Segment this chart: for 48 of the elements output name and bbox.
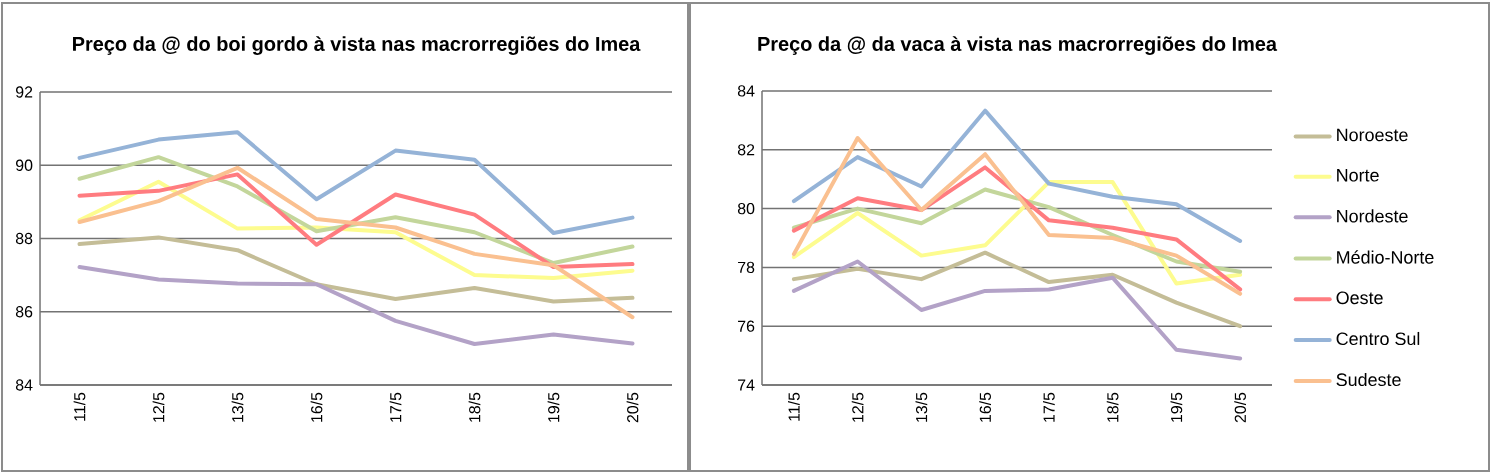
x-tick-label: 18/5: [468, 392, 481, 422]
y-tick-label: 84: [15, 379, 33, 391]
legend-label: Noroeste: [1337, 128, 1408, 142]
legend-label: Sudeste: [1336, 372, 1401, 387]
legend-label: Norte: [1337, 169, 1379, 182]
x-tick-label: 19/5: [547, 392, 560, 422]
legend-label: Centro Sul: [1336, 331, 1420, 346]
line-series: [791, 180, 1243, 286]
line-series: [791, 108, 1243, 243]
line-series: [791, 165, 1243, 292]
x-tick-label: 20/5: [626, 392, 639, 423]
x-tick-label: 13/5: [915, 392, 928, 422]
line-series: [77, 265, 635, 346]
y-tick-label: 76: [738, 320, 755, 332]
chart-title: Preço da @ da vaca à vista nas macrorregiões do Imea: [758, 36, 1278, 55]
y-tick-label: 74: [738, 379, 755, 391]
line-series: [791, 136, 1243, 296]
line-series: [791, 259, 1243, 361]
line-series: [77, 165, 635, 320]
x-tick-label: 12/5: [152, 392, 165, 422]
line-series: [77, 130, 635, 235]
x-tick-label: 13/5: [231, 392, 244, 422]
line-series: [77, 235, 635, 304]
x-tick-label: 17/5: [1043, 392, 1055, 422]
y-tick-label: 78: [738, 261, 755, 274]
x-tick-label: 11/5: [788, 392, 800, 421]
x-tick-label: 19/5: [1170, 392, 1183, 422]
y-tick-label: 88: [15, 232, 33, 245]
y-tick-label: 90: [15, 159, 33, 171]
legend-label: Médio-Norte: [1337, 250, 1434, 264]
x-tick-label: 20/5: [1234, 392, 1246, 423]
x-tick-label: 16/5: [979, 392, 991, 422]
y-tick-label: 80: [737, 202, 755, 215]
chart-title: Preço da @ do boi gordo à vista nas macrorregiões do Imea: [73, 36, 641, 55]
legend-label: Oeste: [1336, 291, 1383, 305]
y-tick-label: 92: [15, 86, 33, 98]
y-tick-label: 84: [737, 85, 755, 97]
x-tick-label: 11/5: [73, 392, 86, 421]
y-tick-label: 82: [737, 144, 755, 156]
y-tick-label: 86: [15, 306, 33, 318]
line-series: [791, 250, 1243, 329]
line-series: [77, 179, 635, 281]
x-tick-label: 16/5: [310, 392, 323, 422]
x-tick-label: 17/5: [389, 392, 402, 422]
line-series: [77, 172, 635, 270]
legend-label: Nordeste: [1337, 209, 1408, 223]
x-tick-label: 18/5: [1106, 392, 1119, 422]
x-tick-label: 12/5: [851, 392, 864, 422]
